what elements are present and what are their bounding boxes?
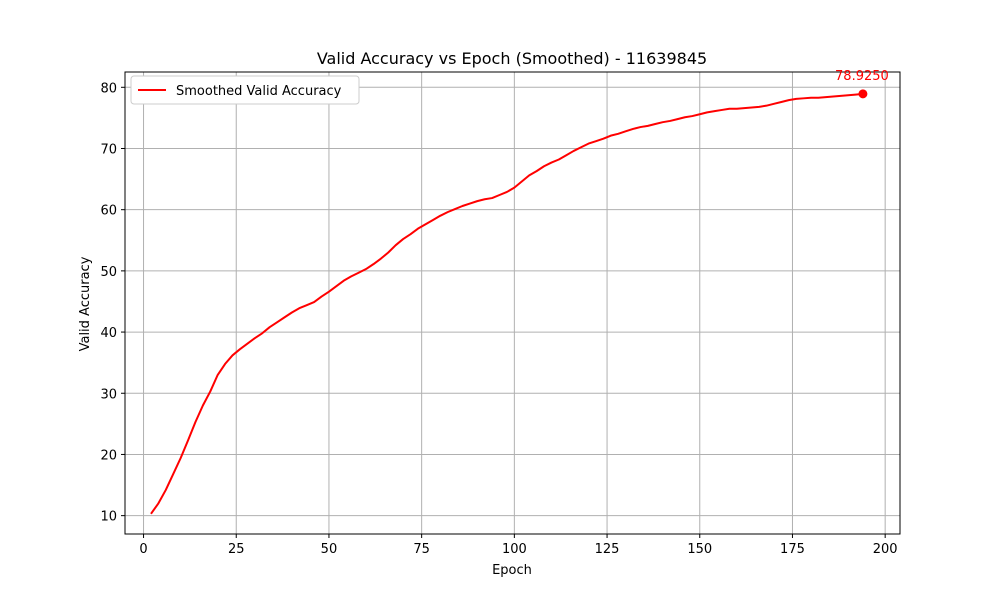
x-tick-label: 200 (873, 542, 898, 557)
x-tick-label: 125 (595, 542, 620, 557)
legend-label: Smoothed Valid Accuracy (176, 84, 342, 99)
plot-area (124, 71, 901, 535)
y-axis: 10 20 30 40 50 60 70 80 (100, 81, 125, 525)
x-tick-label: 175 (780, 542, 805, 557)
x-axis-label: Epoch (492, 563, 532, 578)
y-tick-label: 50 (100, 265, 117, 280)
x-tick-label: 75 (413, 542, 430, 557)
x-tick-label: 50 (321, 542, 338, 557)
x-tick-label: 25 (228, 542, 245, 557)
y-tick-label: 80 (100, 81, 117, 96)
y-tick-label: 60 (100, 204, 117, 219)
y-tick-label: 30 (100, 387, 117, 402)
grid-lines (125, 72, 900, 534)
x-tick-label: 0 (139, 542, 147, 557)
x-tick-label: 150 (687, 542, 712, 557)
chart-title: Valid Accuracy vs Epoch (Smoothed) - 116… (317, 49, 707, 68)
final-value-label: 78.9250 (835, 69, 889, 84)
y-tick-label: 40 (100, 326, 117, 341)
legend: Smoothed Valid Accuracy (130, 75, 360, 105)
y-tick-label: 10 (100, 510, 117, 525)
series-line (150, 92, 864, 515)
legend-box (130, 75, 360, 105)
series-layer: 78.9250 (150, 69, 889, 515)
y-tick-label: 20 (100, 448, 117, 463)
y-tick-label: 70 (100, 142, 117, 157)
x-tick-label: 100 (502, 542, 527, 557)
final-point-marker (858, 89, 868, 99)
x-axis: 0 25 50 75 100 125 150 175 200 (139, 534, 898, 557)
y-axis-label: Valid Accuracy (78, 256, 93, 351)
